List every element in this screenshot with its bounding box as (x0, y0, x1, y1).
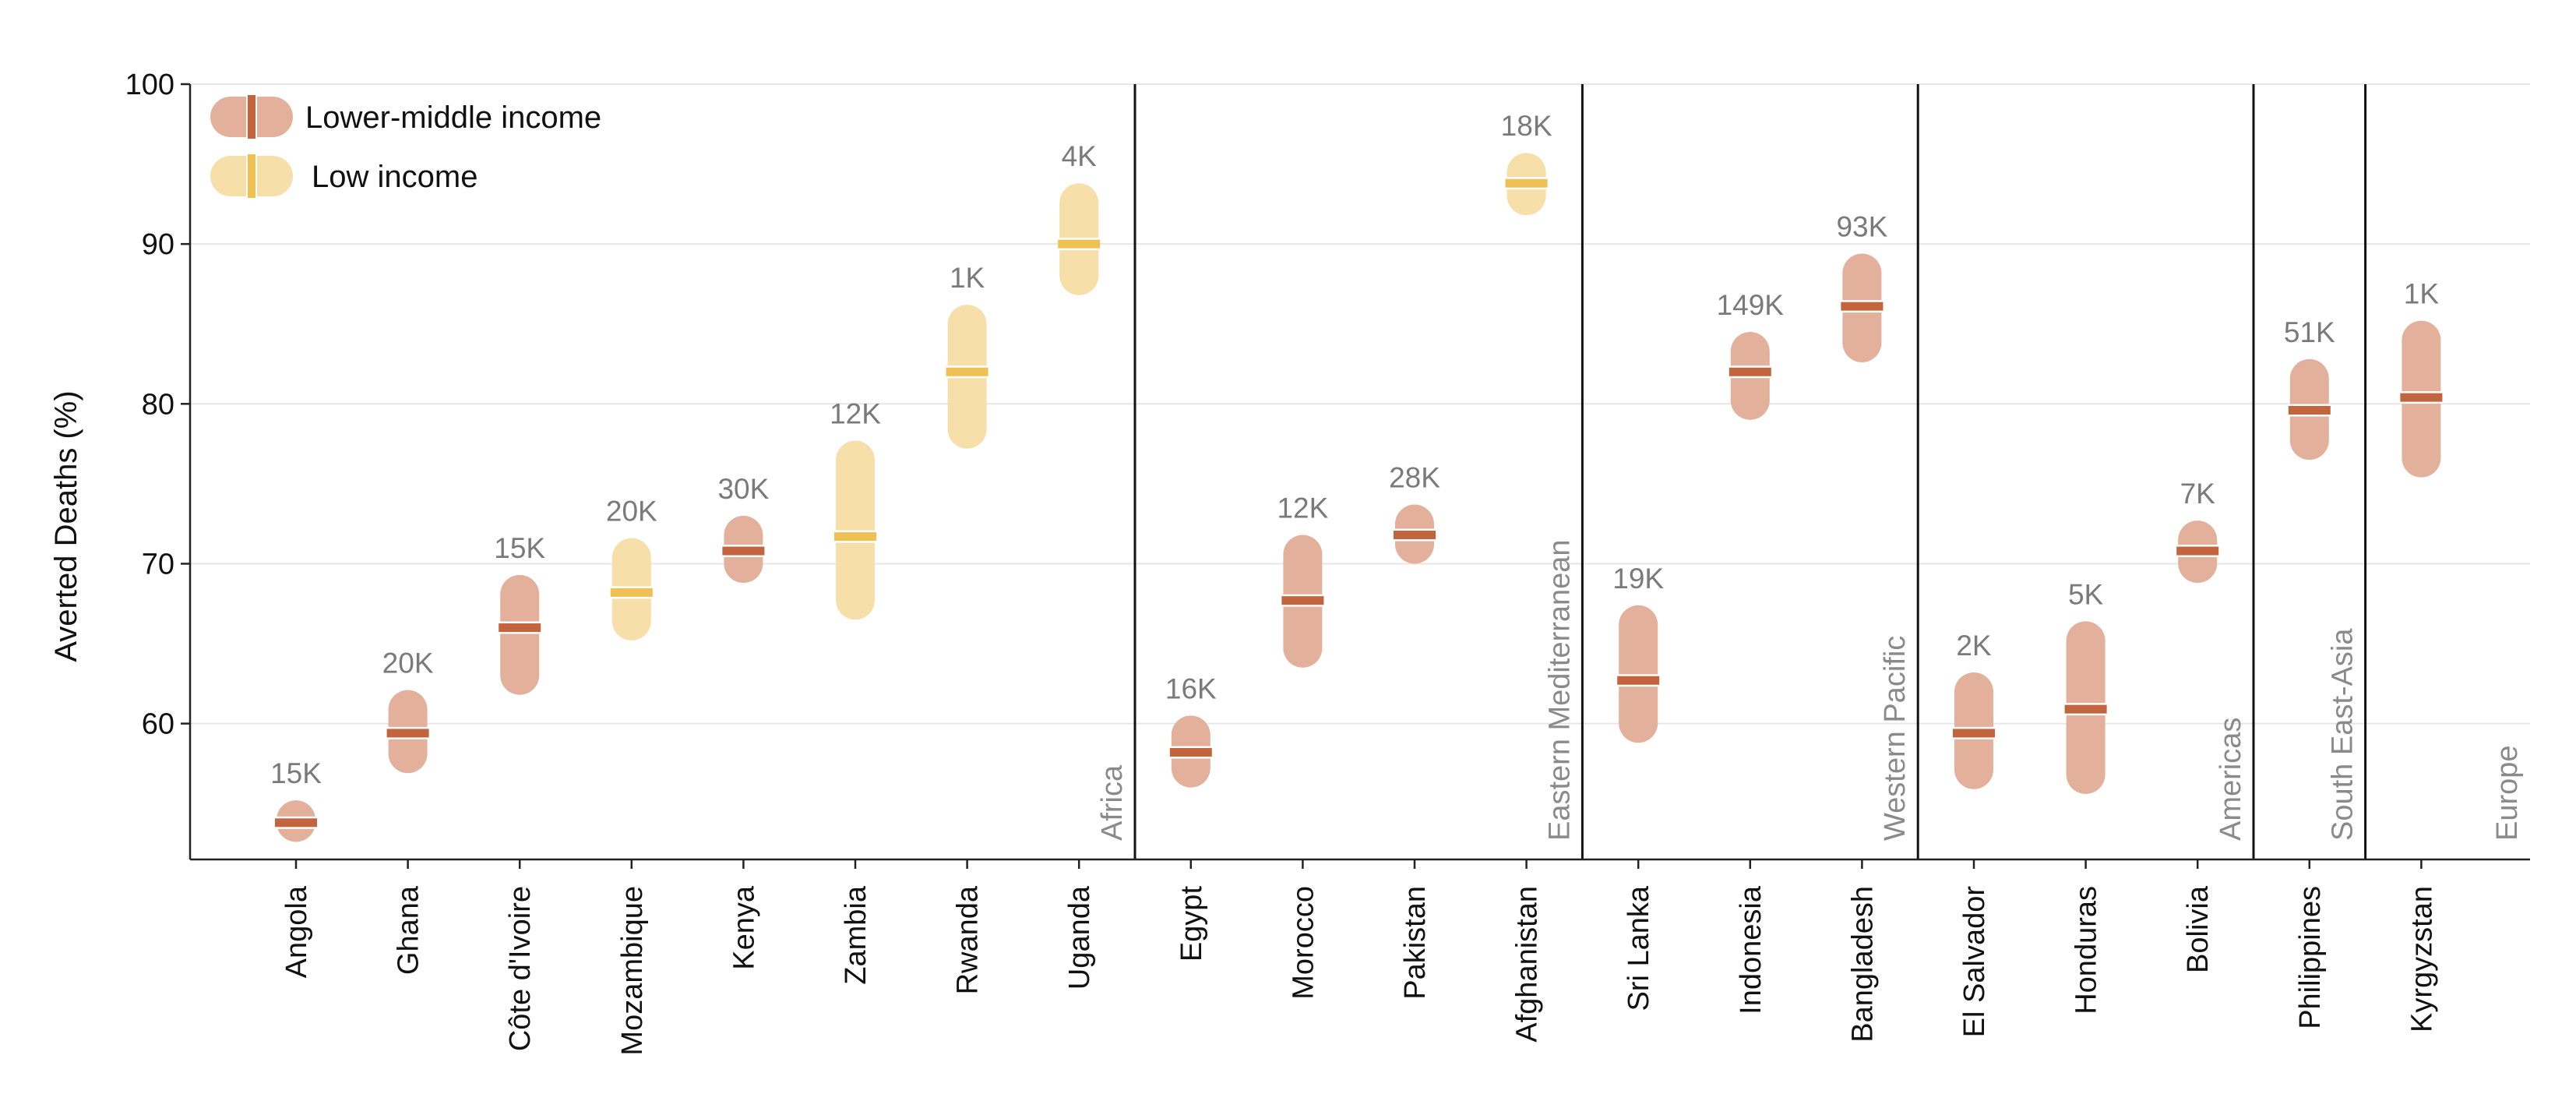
y-tick-label-60: 60 (142, 708, 174, 741)
x-tick-label-pakistan: Pakistan (1399, 886, 1432, 1000)
range-bar-zambia (836, 440, 875, 620)
x-tick-label-el-salvador: El Salvador (1958, 886, 1991, 1038)
count-label-mozambique: 20K (606, 496, 657, 528)
median-marker-morocco (1281, 596, 1324, 605)
median-marker-honduras (2064, 704, 2107, 714)
range-bars (275, 153, 2443, 842)
region-label-western-pacific: Western Pacific (1879, 636, 1912, 841)
median-marker-mozambique (610, 588, 653, 597)
count-label-el-salvador: 2K (1956, 630, 1992, 662)
count-label-morocco: 12K (1277, 492, 1328, 524)
median-marker-sri-lanka (1617, 676, 1660, 685)
median-marker-angola (275, 818, 317, 828)
region-label-americas: Americas (2215, 718, 2247, 841)
x-tick-label-angola: Angola (280, 885, 313, 978)
median-marker-zambia (834, 532, 876, 542)
x-tick-label-sri-lanka: Sri Lanka (1623, 885, 1655, 1011)
x-tick-label-indonesia: Indonesia (1735, 885, 1767, 1015)
count-label-uganda: 4K (1062, 140, 1098, 172)
legend-marker-lmi (248, 95, 255, 139)
count-label-honduras: 5K (2068, 578, 2104, 610)
x-tick-label-rwanda: Rwanda (952, 885, 985, 994)
axes: 60 70 80 90 100 Angola Ghana Côte d'Ivoire Mozam… (125, 69, 2530, 1056)
x-tick-label-afghanistan: Afghanistan (1511, 886, 1544, 1043)
x-tick-label-bangladesh: Bangladesh (1846, 886, 1879, 1043)
count-label-rwanda: 1K (950, 262, 985, 294)
x-tick-label-uganda: Uganda (1063, 885, 1096, 990)
count-label-kyrgyzstan: 1K (2404, 278, 2440, 310)
count-label-c-te-d-ivoire: 15K (494, 532, 545, 564)
x-tick-label-mozambique: Mozambique (616, 886, 649, 1056)
x-tick-label-philippines: Philippines (2294, 886, 2327, 1029)
count-label-egypt: 16K (1165, 672, 1217, 704)
legend: Lower-middle income Low income (210, 94, 601, 199)
x-tick-label-egypt: Egypt (1175, 886, 1208, 962)
count-label-bangladesh: 93K (1836, 210, 1887, 242)
x-tick-label-honduras: Honduras (2070, 886, 2103, 1015)
x-tick-label-kyrgyzstan: Kyrgyzstan (2405, 886, 2438, 1032)
x-tick-label-kenya: Kenya (728, 885, 760, 970)
median-marker-kenya (722, 546, 765, 556)
range-bar-c-te-d-ivoire (500, 574, 540, 695)
region-label-south-east-asia: South East-Asia (2327, 628, 2359, 841)
count-label-pakistan: 28K (1389, 462, 1440, 494)
count-label-ghana: 20K (382, 648, 434, 679)
gridlines (190, 83, 2530, 725)
y-tick-label-100: 100 (125, 69, 174, 101)
region-separators (1133, 84, 2367, 859)
count-label-angola: 15K (270, 757, 322, 789)
median-marker-egypt (1169, 748, 1212, 757)
y-axis-label: Averted Deaths (%) (49, 390, 83, 662)
median-marker-pakistan (1394, 531, 1436, 540)
labels: 15K 20K 15K 20K 30K 12K 1K 4K 16K 12K 28K 18K 19K 149… (270, 110, 2524, 841)
median-marker-el-salvador (1953, 729, 1995, 738)
median-marker-uganda (1058, 239, 1101, 249)
y-tick-label-90: 90 (142, 228, 174, 261)
median-marker-bangladesh (1841, 302, 1884, 311)
median-marker-indonesia (1728, 367, 1771, 376)
median-marker-ghana (386, 729, 429, 738)
median-marker-rwanda (946, 367, 988, 376)
count-label-philippines: 51K (2284, 316, 2335, 348)
legend-label-lmi: Lower-middle income (305, 101, 601, 135)
median-marker-afghanistan (1505, 178, 1548, 188)
range-bar-sri-lanka (1619, 605, 1658, 743)
x-tick-label-morocco: Morocco (1287, 886, 1320, 1000)
count-label-zambia: 12K (830, 397, 881, 429)
x-tick-label-bolivia: Bolivia (2182, 885, 2215, 973)
legend-marker-li (248, 154, 255, 198)
legend-label-li: Low income (312, 160, 477, 194)
region-label-africa: Africa (1096, 764, 1129, 841)
count-label-indonesia: 149K (1717, 289, 1785, 321)
count-label-kenya: 30K (717, 473, 769, 505)
y-tick-label-70: 70 (142, 548, 174, 580)
median-marker-bolivia (2176, 546, 2219, 556)
region-label-europe: Europe (2491, 745, 2524, 841)
x-tick-label-zambia: Zambia (840, 885, 872, 985)
count-label-afghanistan: 18K (1501, 110, 1552, 142)
count-label-sri-lanka: 19K (1612, 563, 1664, 595)
median-marker-kyrgyzstan (2400, 393, 2443, 402)
median-marker-c-te-d-ivoire (499, 623, 541, 633)
region-label-eastern-mediterranean: Eastern Mediterranean (1543, 539, 1576, 841)
x-tick-label-ghana: Ghana (393, 885, 425, 975)
median-marker-philippines (2288, 406, 2331, 415)
x-tick-label-c-te-d-ivoire: Côte d'Ivoire (504, 886, 537, 1051)
y-tick-label-80: 80 (142, 388, 174, 421)
count-label-bolivia: 7K (2180, 478, 2216, 510)
